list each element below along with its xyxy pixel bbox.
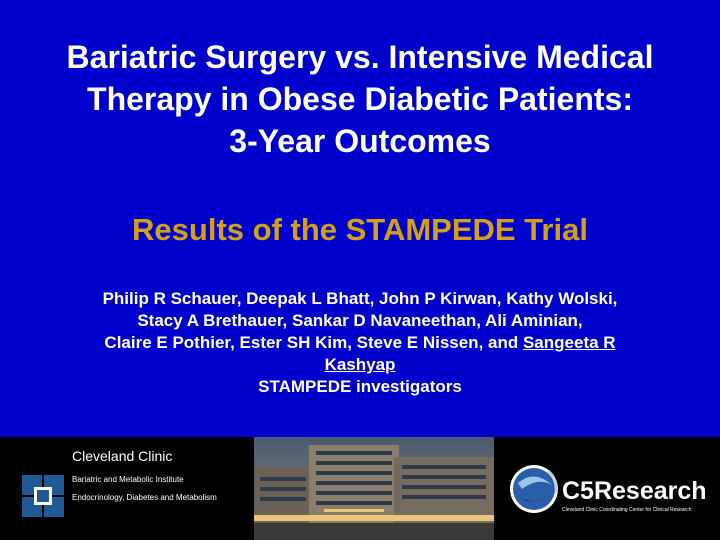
title-line-3: 3-Year Outcomes xyxy=(229,123,491,159)
c5research-name: C5Research xyxy=(562,477,707,505)
slide-subtitle: Results of the STAMPEDE Trial xyxy=(132,212,588,247)
presenter-name-part-1: Sangeeta R xyxy=(522,333,616,352)
title-line-2: Therapy in Obese Diabetic Patients: xyxy=(87,81,633,117)
cleveland-clinic-text: Cleveland Clinic Bariatric and Metabolic… xyxy=(72,447,217,503)
author-line-2: Stacy A Brethauer, Sankar D Navaneethan,… xyxy=(137,311,583,330)
slide-title: Bariatric Surgery vs. Intensive Medical … xyxy=(0,36,720,162)
footer-bar: Cleveland Clinic Bariatric and Metabolic… xyxy=(0,437,720,540)
hospital-building-photo xyxy=(254,437,494,540)
cleveland-clinic-logo-icon xyxy=(22,475,64,517)
cleveland-clinic-name: Cleveland Clinic xyxy=(72,448,173,464)
author-list: Philip R Schauer, Deepak L Bhatt, John P… xyxy=(0,288,720,398)
author-line-1: Philip R Schauer, Deepak L Bhatt, John P… xyxy=(102,289,618,308)
institute-line-1: Bariatric and Metabolic Institute xyxy=(72,475,184,484)
title-line-1: Bariatric Surgery vs. Intensive Medical xyxy=(66,39,654,75)
institute-line-2: Endocrinology, Diabetes and Metabolism xyxy=(72,493,217,502)
c5research-globe-icon xyxy=(510,465,558,513)
investigator-group: STAMPEDE investigators xyxy=(258,377,462,396)
author-line-3: Claire E Pothier, Ester SH Kim, Steve E … xyxy=(0,332,720,354)
c5research-tagline: Cleveland Clinic Coordinating Center for… xyxy=(562,507,692,513)
presenter-name-part-2: Kashyap xyxy=(324,355,396,374)
author-line-3-text: Claire E Pothier, Ester SH Kim, Steve E … xyxy=(104,333,523,352)
author-line-4: Kashyap xyxy=(0,354,720,376)
